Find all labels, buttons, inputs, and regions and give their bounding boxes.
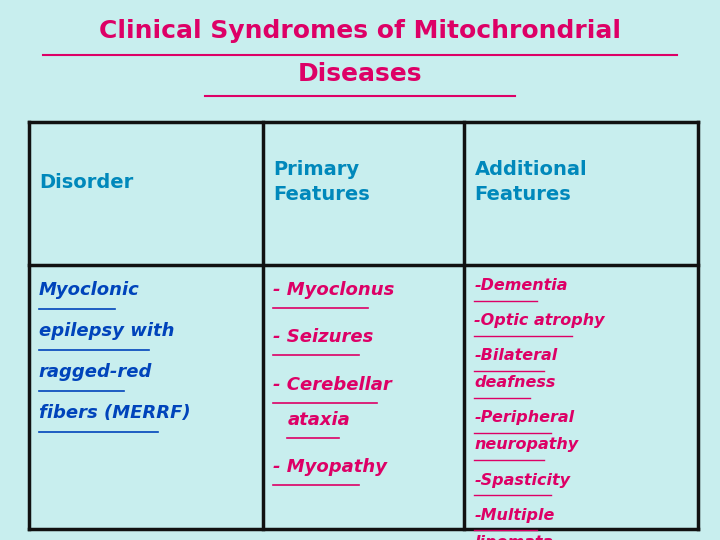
Text: - Seizures: - Seizures (273, 328, 373, 346)
Text: Clinical Syndromes of Mitochrondrial: Clinical Syndromes of Mitochrondrial (99, 19, 621, 43)
Text: - Cerebellar: - Cerebellar (273, 376, 392, 394)
Text: -Peripheral: -Peripheral (474, 410, 575, 426)
Text: -Dementia: -Dementia (474, 278, 568, 293)
Text: -Multiple: -Multiple (474, 508, 555, 523)
Text: epilepsy with: epilepsy with (39, 322, 174, 340)
Text: - Myoclonus: - Myoclonus (273, 281, 395, 299)
Text: lipomata: lipomata (474, 535, 554, 540)
Text: Myoclonic: Myoclonic (39, 281, 140, 299)
Text: fibers (MERRF): fibers (MERRF) (39, 404, 191, 422)
Text: Primary
Features: Primary Features (273, 160, 369, 204)
Text: -Bilateral: -Bilateral (474, 348, 558, 363)
Text: ragged-red: ragged-red (39, 363, 152, 381)
Text: Disorder: Disorder (39, 173, 133, 192)
Text: neuropathy: neuropathy (474, 437, 579, 453)
Text: -Optic atrophy: -Optic atrophy (474, 313, 605, 328)
Text: - Myopathy: - Myopathy (273, 458, 387, 476)
Text: Diseases: Diseases (298, 62, 422, 86)
Text: deafness: deafness (474, 375, 556, 390)
Text: ataxia: ataxia (287, 411, 350, 429)
Text: Additional
Features: Additional Features (474, 160, 587, 204)
Text: -Spasticity: -Spasticity (474, 472, 570, 488)
